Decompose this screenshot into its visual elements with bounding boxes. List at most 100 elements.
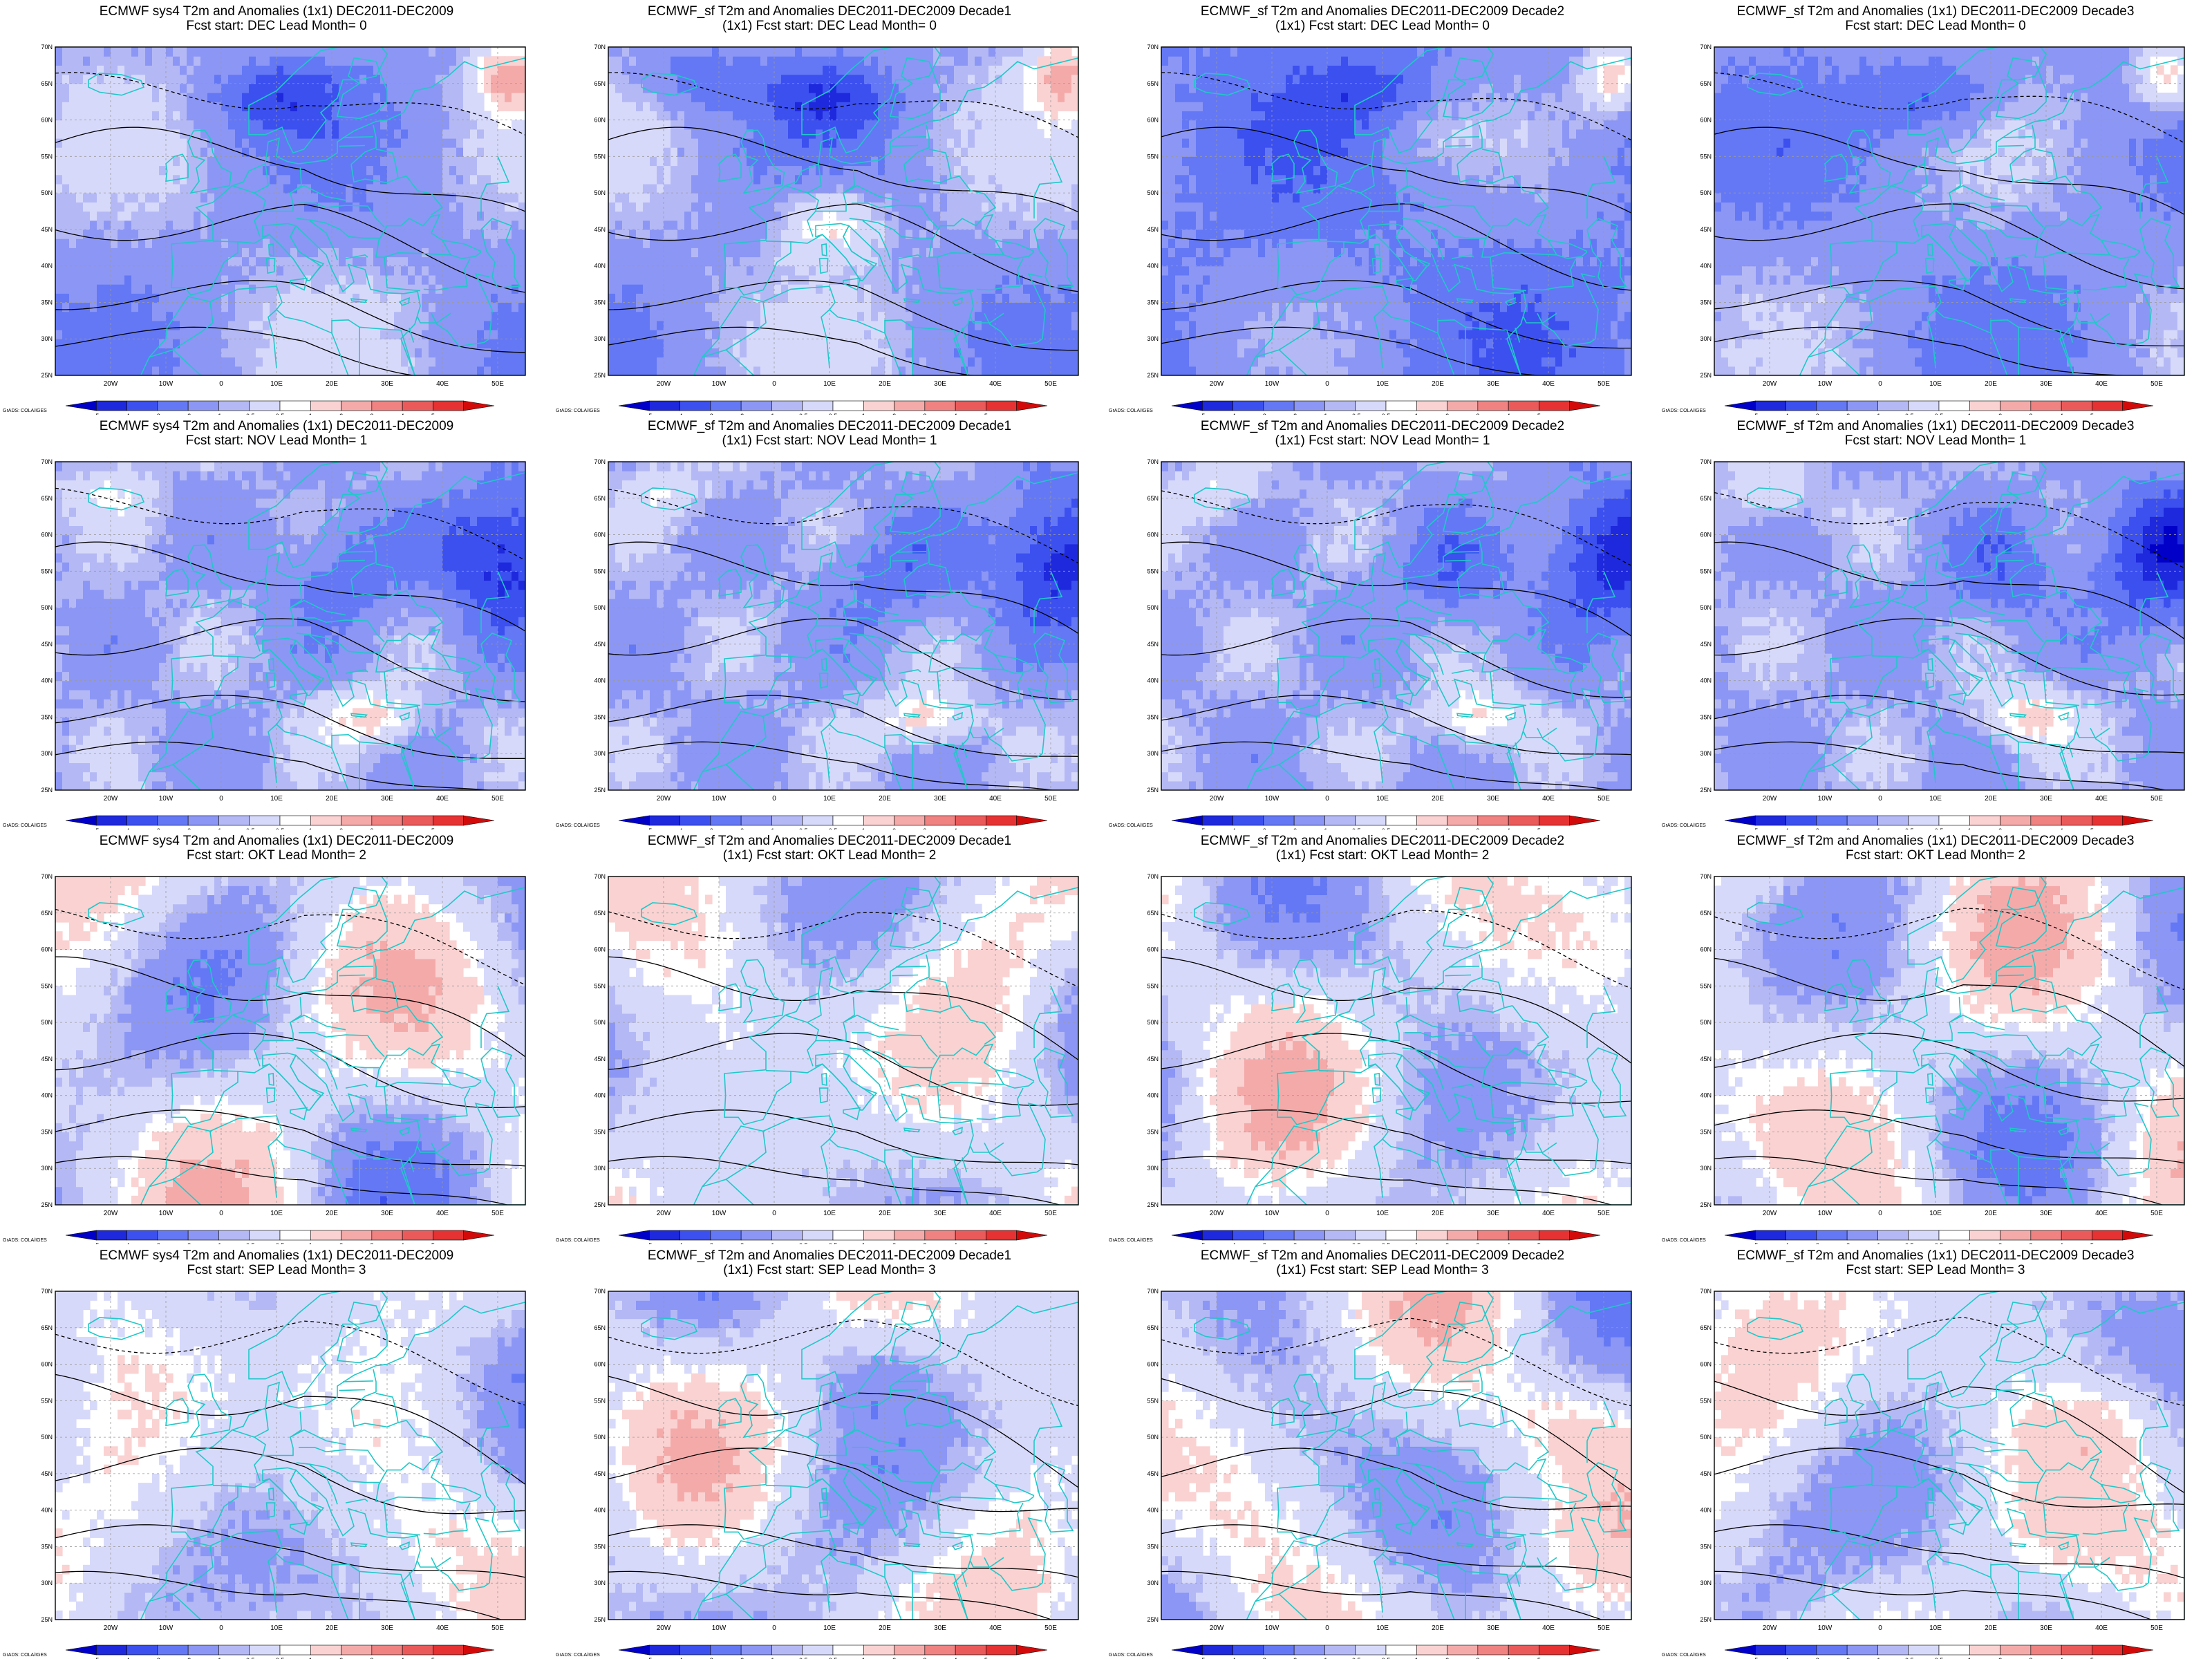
panel-title-line1: ECMWF_sf T2m and Anomalies DEC2011-DEC20…: [553, 834, 1106, 848]
lon-tick-label: 20E: [1432, 795, 1444, 803]
colorbar-tick-label: 3: [2029, 1657, 2032, 1659]
colorbar-tick-label: -1: [769, 413, 774, 415]
lat-tick-label: 50N: [1700, 1434, 1712, 1441]
colorbar-tick-label: 1: [1968, 827, 1971, 830]
colorbar-tick-label: 2: [892, 413, 896, 415]
lon-tick-label: 0: [772, 1624, 776, 1632]
lat-tick-label: 40N: [41, 1092, 53, 1099]
anomaly-shading: [55, 47, 525, 375]
lon-tick-label: 30E: [381, 1210, 393, 1217]
lon-tick-label: 40E: [2095, 795, 2108, 803]
lon-tick-label: 50E: [2150, 795, 2163, 803]
colorbar-tick-label: -2: [738, 1657, 744, 1659]
lon-tick-label: 10W: [1818, 1624, 1833, 1632]
lon-tick-label: 30E: [2040, 795, 2052, 803]
lat-tick-label: 25N: [41, 787, 53, 794]
lat-tick-label: 45N: [594, 1470, 606, 1477]
lat-tick-label: 40N: [1700, 677, 1712, 684]
colorbar-tick-label: -2: [738, 413, 744, 415]
lat-tick-label: 70N: [1147, 873, 1159, 880]
lat-tick-label: 40N: [1147, 1092, 1159, 1099]
colorbar-tick-label: -3: [708, 413, 713, 415]
lat-tick-label: 45N: [594, 641, 606, 648]
panel-title-line2: Fcst start: OKT Lead Month= 2: [1659, 848, 2212, 863]
colorbar-tick-label: 4: [1507, 827, 1510, 830]
lon-tick-label: 20W: [1210, 1210, 1224, 1217]
colorbar-tick-label: 2: [339, 1657, 343, 1659]
panel-title-line1: ECMWF sys4 T2m and Anomalies (1x1) DEC20…: [0, 419, 553, 433]
lat-tick-label: 45N: [1700, 641, 1712, 648]
panel-title: ECMWF sys4 T2m and Anomalies (1x1) DEC20…: [0, 419, 553, 448]
panel-title: ECMWF_sf T2m and Anomalies DEC2011-DEC20…: [1106, 1248, 1659, 1277]
colorbar-tick-label: 4: [401, 1242, 404, 1244]
lat-tick-label: 65N: [594, 910, 606, 917]
lat-tick-label: 45N: [1700, 226, 1712, 233]
lon-tick-label: 50E: [1044, 380, 1057, 388]
colorbar-tick-label: 3: [923, 1657, 926, 1659]
lon-tick-label: 20W: [1763, 795, 1777, 803]
map-panel: ECMWF_sf T2m and Anomalies DEC2011-DEC20…: [553, 415, 1106, 830]
panel-title-line2: (1x1) Fcst start: DEC Lead Month= 0: [553, 19, 1106, 33]
lat-tick-label: 25N: [41, 1616, 53, 1623]
colorbar-tick-label: 0.5: [1382, 413, 1391, 415]
panel-title-line1: ECMWF sys4 T2m and Anomalies (1x1) DEC20…: [0, 834, 553, 848]
panel-title: ECMWF sys4 T2m and Anomalies (1x1) DEC20…: [0, 4, 553, 33]
anomaly-map: 20W 10W 0 10E 20E 30E 40E 50E 70N 65N 60N 55N 50N 45N…: [1662, 458, 2185, 830]
colorbar-tick-label: -3: [1261, 1242, 1266, 1244]
panel-title: ECMWF_sf T2m and Anomalies (1x1) DEC2011…: [1659, 834, 2212, 863]
colorbar-tick-label: -4: [1783, 1657, 1789, 1659]
colorbar-tick-label: -1: [1322, 1657, 1327, 1659]
map-panel: ECMWF_sf T2m and Anomalies (1x1) DEC2011…: [1659, 415, 2212, 830]
colorbar-tick-label: -1: [1322, 827, 1327, 830]
anomaly-map: 20W 10W 0 10E 20E 30E 40E 50E 70N 65N 60N 55N 50N 45N…: [556, 1288, 1079, 1659]
lat-tick-label: 65N: [594, 495, 606, 502]
lat-tick-label: 60N: [1147, 946, 1159, 953]
panel-title-line2: (1x1) Fcst start: OKT Lead Month= 2: [553, 848, 1106, 863]
map-panel: ECMWF sys4 T2m and Anomalies (1x1) DEC20…: [0, 0, 553, 415]
colorbar-tick-label: 4: [1507, 413, 1510, 415]
lat-tick-label: 70N: [594, 458, 606, 465]
colorbar-tick-label: 5: [431, 413, 435, 415]
lon-tick-label: 30E: [1487, 380, 1499, 388]
lat-tick-label: 40N: [1147, 263, 1159, 270]
coastlines: [1194, 47, 1631, 375]
graticule: [1714, 462, 2184, 790]
colorbar-tick-label: 0.5: [829, 413, 838, 415]
lon-tick-label: 0: [219, 795, 223, 803]
panel-title-line2: Fcst start: OKT Lead Month= 2: [0, 848, 553, 863]
lon-tick-label: 10W: [712, 795, 727, 803]
lat-tick-label: 70N: [1147, 1288, 1159, 1295]
lat-tick-label: 55N: [1147, 1397, 1159, 1404]
panel-title-line1: ECMWF sys4 T2m and Anomalies (1x1) DEC20…: [0, 4, 553, 19]
panel-title-line2: (1x1) Fcst start: NOV Lead Month= 1: [553, 433, 1106, 448]
panel-title: ECMWF_sf T2m and Anomalies (1x1) DEC2011…: [1659, 419, 2212, 448]
graticule: [1161, 47, 1631, 375]
lon-tick-label: 0: [772, 795, 776, 803]
anomaly-map: 20W 10W 0 10E 20E 30E 40E 50E 70N 65N 60N 55N 50N 45N…: [3, 1288, 526, 1659]
coastlines: [1747, 462, 2184, 790]
colorbar-tick-label: 0.5: [1935, 1242, 1944, 1244]
lon-tick-label: 30E: [2040, 1624, 2052, 1632]
lon-tick-label: 30E: [934, 1624, 946, 1632]
lat-tick-label: 45N: [1700, 1470, 1712, 1477]
colorbar-tick-label: 2: [339, 827, 343, 830]
colorbar-tick-label: -5: [646, 827, 652, 830]
anomaly-map: 20W 10W 0 10E 20E 30E 40E 50E 70N 65N 60N 55N 50N 45N…: [556, 873, 1079, 1244]
lat-tick-label: 30N: [1700, 1580, 1712, 1586]
colorbar-tick-label: 5: [1537, 827, 1541, 830]
lat-tick-label: 60N: [1700, 946, 1712, 953]
colorbar-tick-label: -1: [1322, 413, 1327, 415]
colorbar-tick-label: 0.5: [829, 1242, 838, 1244]
colorbar-tick-label: -2: [1291, 827, 1297, 830]
colorbar-tick-label: -0.5: [244, 413, 255, 415]
colorbar-tick-label: -0.5: [797, 1657, 808, 1659]
lat-tick-label: 35N: [1700, 1128, 1712, 1135]
lon-tick-label: 0: [219, 1624, 223, 1632]
lat-tick-label: 35N: [594, 713, 606, 720]
panel-title-line1: ECMWF_sf T2m and Anomalies DEC2011-DEC20…: [553, 1248, 1106, 1263]
colorbar-tick-label: 5: [1537, 413, 1541, 415]
lon-tick-label: 10E: [270, 1210, 283, 1217]
colorbar-tick-label: -2: [185, 827, 191, 830]
lon-tick-label: 20W: [657, 380, 671, 388]
lon-tick-label: 10W: [159, 1624, 174, 1632]
